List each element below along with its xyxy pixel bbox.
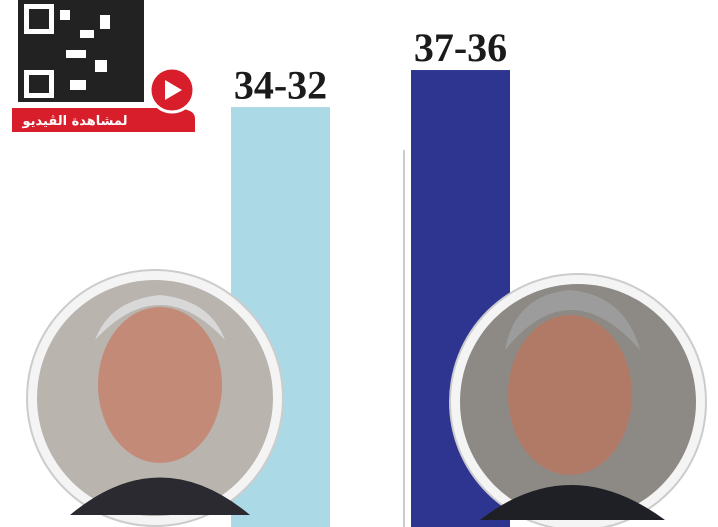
value-label: 37-36 [414, 25, 507, 70]
chart: 34-32 37-36 لمشاهدة الڤيديو [0, 0, 718, 527]
page: 34-32 37-36 لمشاهدة الڤيديو [0, 0, 718, 527]
badge-text: لمشاهدة الڤيديو [22, 114, 128, 129]
qr-code [12, 0, 148, 108]
value-label: 34-32 [234, 62, 327, 107]
portrait-left [27, 270, 283, 526]
portrait-right [450, 274, 706, 527]
